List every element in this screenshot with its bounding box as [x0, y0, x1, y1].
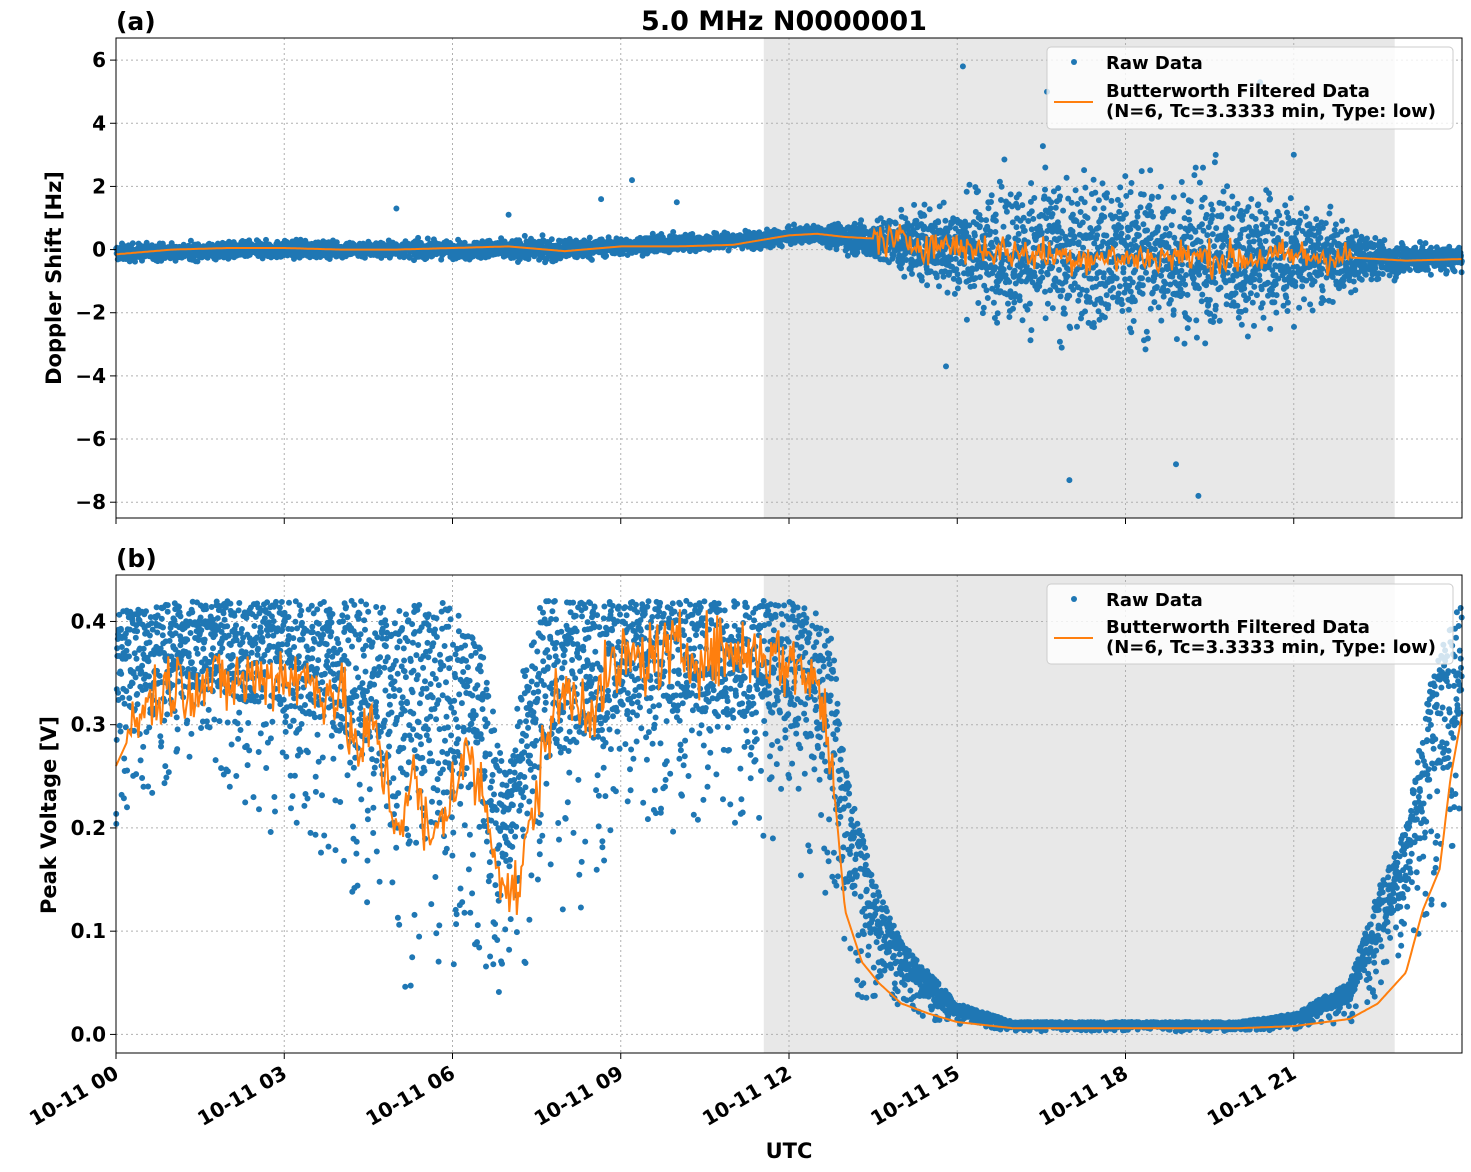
y-tick-label: −8 — [75, 490, 106, 514]
y-tick-label: 2 — [92, 174, 106, 198]
y-tick-label: 0.0 — [71, 1022, 106, 1046]
y-tick-label: −6 — [75, 427, 106, 451]
x-tick-label: 10-11 21 — [1203, 1061, 1301, 1131]
panel-a-label: (a) — [116, 7, 156, 36]
panel-b-ylabel: Peak Voltage [V] — [37, 716, 61, 914]
x-tick-label: 10-11 03 — [193, 1061, 291, 1131]
legend-box — [1046, 583, 1454, 665]
legend-raw-marker — [1071, 596, 1077, 602]
y-tick-label: −2 — [75, 301, 106, 325]
panel-b-raw-series — [113, 597, 1465, 1035]
legend-raw-label: Raw Data — [1106, 590, 1203, 611]
panel-a-filtered-line — [115, 223, 1462, 280]
panel-a-x-ticks — [115, 518, 1295, 524]
y-tick-label: 0 — [92, 238, 106, 262]
x-axis-label: UTC — [766, 1139, 813, 1163]
legend-filtered-label: Butterworth Filtered Data — [1106, 81, 1370, 102]
y-tick-label: 4 — [92, 111, 106, 135]
x-tick-label: 10-11 15 — [866, 1061, 964, 1131]
x-tick-label: 10-11 12 — [698, 1061, 796, 1131]
legend-filtered-label: Butterworth Filtered Data — [1106, 617, 1370, 638]
legend-raw-label: Raw Data — [1106, 53, 1203, 74]
panel-a-raw-series — [113, 63, 1465, 499]
panel-a: 6 4 2 0 −2 −4 −6 −8 (a) Doppler Shift [Hz] Raw … — [42, 7, 1465, 524]
legend-filtered-params: (N=6, Tc=3.3333 min, Type: low) — [1106, 637, 1436, 658]
panel-a-legend: Raw Data Butterworth Filtered Data (N=6,… — [1046, 46, 1454, 130]
legend-filtered-params: (N=6, Tc=3.3333 min, Type: low) — [1106, 101, 1436, 122]
y-tick-label: 0.1 — [71, 919, 106, 943]
x-tick-label: 10-11 00 — [25, 1061, 123, 1131]
panel-b: 0.4 0.3 0.2 0.1 0.0 10-11 00 10-11 03 10-11 06… — [25, 544, 1465, 1131]
panel-b-legend: Raw Data Butterworth Filtered Data (N=6,… — [1046, 583, 1454, 665]
legend-raw-marker — [1071, 59, 1077, 65]
panel-a-y-ticks: 6 4 2 0 −2 −4 −6 −8 — [75, 48, 116, 514]
x-tick-label: 10-11 18 — [1034, 1061, 1132, 1131]
y-tick-label: 0.4 — [71, 609, 106, 633]
y-tick-label: 6 — [92, 48, 106, 72]
y-tick-label: 0.2 — [71, 816, 106, 840]
figure-title: 5.0 MHz N0000001 — [641, 6, 927, 37]
x-tick-label: 10-11 06 — [361, 1061, 459, 1131]
panel-b-label: (b) — [116, 544, 157, 573]
raw-data-points — [113, 63, 1465, 499]
panel-a-ylabel: Doppler Shift [Hz] — [42, 171, 66, 385]
panel-b-x-ticks: 10-11 00 10-11 03 10-11 06 10-11 09 10-11 12… — [25, 1053, 1300, 1131]
y-tick-label: −4 — [75, 364, 106, 388]
legend-box — [1046, 46, 1454, 130]
x-tick-label: 10-11 09 — [530, 1061, 628, 1131]
y-tick-label: 0.3 — [71, 713, 106, 737]
raw-data-points — [113, 597, 1465, 1035]
panel-b-filtered-line — [115, 609, 1463, 1030]
panel-b-y-ticks: 0.4 0.3 0.2 0.1 0.0 — [71, 609, 116, 1046]
